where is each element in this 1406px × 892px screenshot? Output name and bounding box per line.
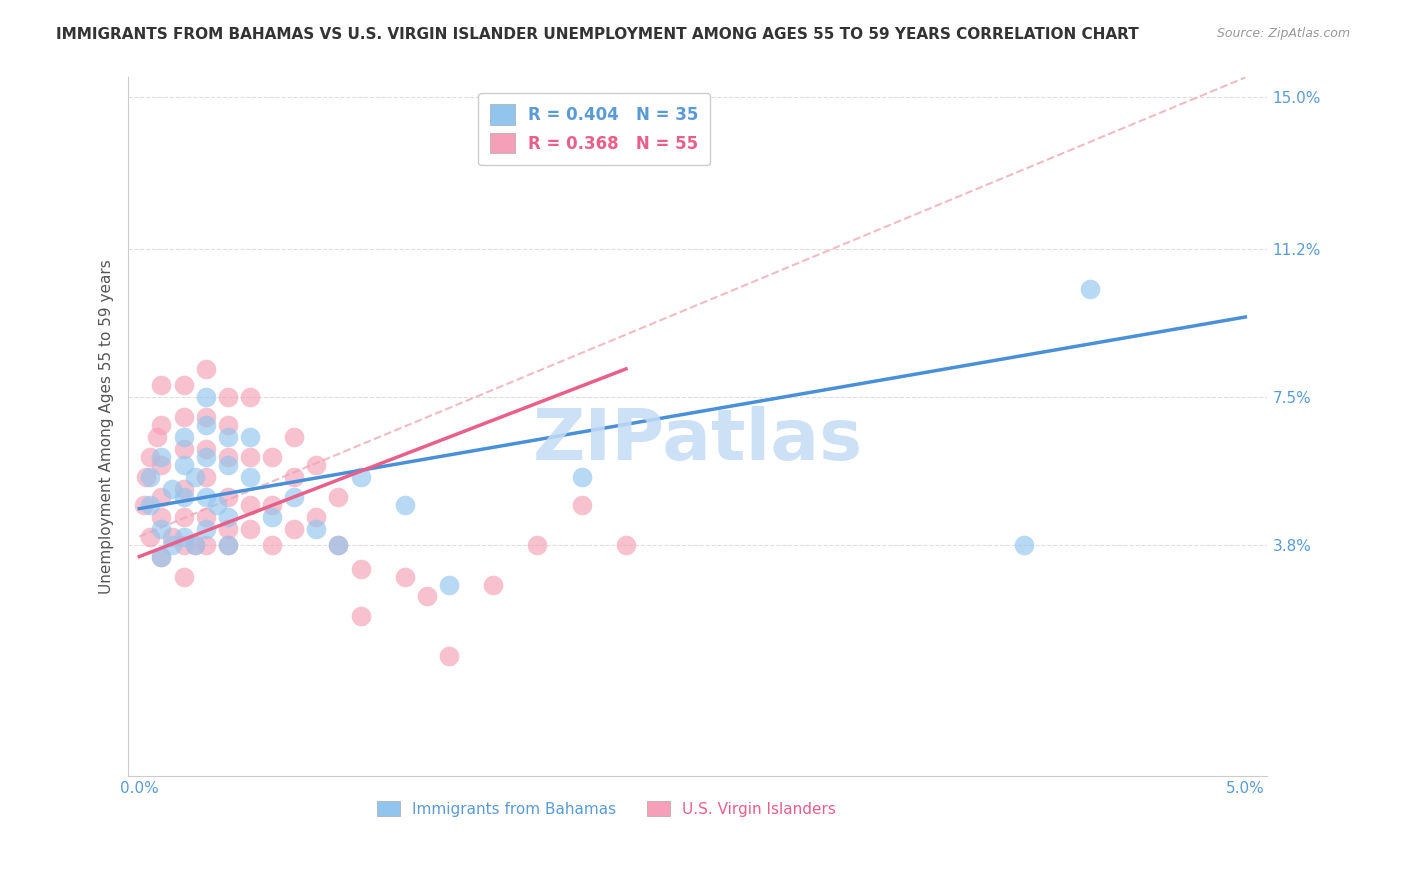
Point (217, 538, 239, 552)
Point (328, 538, 350, 552)
Point (328, 538, 350, 552)
Point (194, 417, 217, 432)
Point (173, 482, 195, 496)
Point (150, 549, 173, 564)
Point (139, 450, 162, 464)
Point (349, 609, 371, 624)
Point (173, 377, 195, 392)
Point (194, 390, 217, 404)
Point (239, 469, 262, 483)
Legend: Immigrants from Bahamas, U.S. Virgin Islanders: Immigrants from Bahamas, U.S. Virgin Isl… (370, 793, 844, 824)
Point (132, 498, 155, 512)
Point (394, 498, 416, 512)
Point (139, 530, 162, 544)
Point (482, 577, 505, 591)
Point (260, 509, 283, 524)
Point (173, 509, 195, 524)
Point (305, 458, 328, 472)
Point (150, 549, 173, 564)
Point (194, 538, 217, 552)
Point (139, 498, 162, 512)
Point (217, 417, 239, 432)
Point (217, 490, 239, 504)
Point (173, 530, 195, 544)
Point (183, 538, 205, 552)
Point (349, 561, 371, 575)
Point (194, 362, 217, 376)
Point (260, 538, 283, 552)
Point (437, 649, 460, 664)
Point (194, 409, 217, 424)
Point (239, 522, 262, 536)
Point (305, 522, 328, 536)
Point (150, 417, 173, 432)
Point (217, 430, 239, 444)
Point (571, 469, 593, 483)
Point (283, 430, 305, 444)
Point (305, 509, 328, 524)
Text: IMMIGRANTS FROM BAHAMAS VS U.S. VIRGIN ISLANDER UNEMPLOYMENT AMONG AGES 55 TO 59: IMMIGRANTS FROM BAHAMAS VS U.S. VIRGIN I… (56, 27, 1139, 42)
Point (173, 538, 195, 552)
Point (162, 482, 184, 496)
Point (217, 522, 239, 536)
Point (150, 509, 173, 524)
Point (150, 377, 173, 392)
Point (283, 490, 305, 504)
Point (173, 442, 195, 456)
Point (173, 409, 195, 424)
Point (194, 490, 217, 504)
Point (260, 498, 283, 512)
Point (217, 390, 239, 404)
Point (394, 569, 416, 583)
Point (162, 530, 184, 544)
Point (194, 522, 217, 536)
Point (349, 469, 371, 483)
Point (217, 538, 239, 552)
Point (437, 577, 460, 591)
Point (173, 430, 195, 444)
Point (1080, 282, 1102, 296)
Point (150, 450, 173, 464)
Text: Source: ZipAtlas.com: Source: ZipAtlas.com (1216, 27, 1350, 40)
Point (571, 498, 593, 512)
Point (194, 450, 217, 464)
Point (205, 498, 228, 512)
Point (239, 450, 262, 464)
Point (239, 498, 262, 512)
Point (173, 569, 195, 583)
Point (217, 450, 239, 464)
Point (194, 442, 217, 456)
Point (194, 509, 217, 524)
Point (150, 458, 173, 472)
Point (162, 538, 184, 552)
Point (183, 538, 205, 552)
Point (217, 458, 239, 472)
Point (150, 522, 173, 536)
Point (283, 469, 305, 483)
Point (217, 509, 239, 524)
Point (173, 458, 195, 472)
Point (328, 490, 350, 504)
Point (135, 469, 157, 483)
Point (146, 430, 169, 444)
Point (150, 490, 173, 504)
Point (194, 469, 217, 483)
Point (260, 450, 283, 464)
Point (183, 469, 205, 483)
Point (239, 430, 262, 444)
Point (173, 490, 195, 504)
Point (614, 538, 637, 552)
Point (1012, 538, 1035, 552)
Text: ZIPatlas: ZIPatlas (533, 406, 863, 475)
Point (526, 538, 548, 552)
Point (283, 522, 305, 536)
Point (416, 590, 439, 604)
Point (139, 469, 162, 483)
Y-axis label: Unemployment Among Ages 55 to 59 years: Unemployment Among Ages 55 to 59 years (100, 260, 114, 594)
Point (239, 390, 262, 404)
